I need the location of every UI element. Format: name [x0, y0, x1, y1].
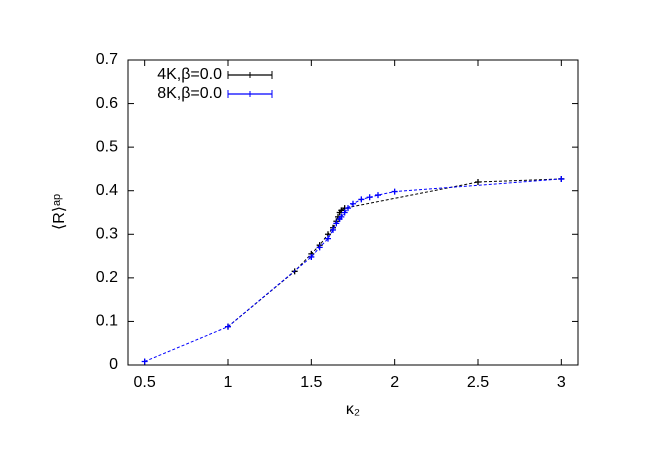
data-point — [338, 207, 345, 214]
y-axis-label: ⟨R⟩ᵃᵖ — [51, 194, 68, 230]
legend-label: 8K,β=0.0 — [157, 85, 222, 102]
data-point — [358, 196, 365, 203]
y-tick-label: 0.6 — [96, 95, 118, 112]
y-tick-label: 0.1 — [96, 313, 118, 330]
data-point — [333, 220, 340, 227]
x-tick-label: 2.5 — [467, 374, 489, 391]
y-tick-label: 0.2 — [96, 269, 118, 286]
data-point — [141, 358, 148, 365]
data-point — [391, 188, 398, 195]
x-tick-label: 1 — [224, 374, 233, 391]
plot-frame — [127, 59, 579, 366]
x-tick-label: 1.5 — [300, 374, 322, 391]
legend-label: 4K,β=0.0 — [157, 66, 222, 83]
data-point — [366, 194, 373, 201]
x-axis-label: κ₂ — [346, 401, 360, 418]
x-tick-label: 0.5 — [134, 374, 156, 391]
y-tick-label: 0.5 — [96, 138, 118, 155]
series-line — [144, 178, 562, 362]
data-point — [325, 235, 331, 242]
y-tick-label: 0.3 — [96, 226, 118, 243]
data-point — [338, 213, 345, 220]
data-point — [330, 226, 336, 233]
data-point — [225, 323, 231, 330]
data-point — [316, 244, 323, 251]
legend-swatch — [247, 72, 253, 78]
data-point — [558, 175, 565, 182]
series-line — [227, 178, 562, 328]
data-point — [308, 253, 315, 260]
y-tick-label: 0 — [109, 356, 118, 373]
data-point — [341, 209, 348, 216]
data-point — [375, 192, 381, 199]
data-point — [350, 200, 356, 207]
legend-swatch — [247, 91, 253, 97]
data-point — [345, 205, 351, 212]
y-tick-label: 0.4 — [96, 182, 118, 199]
data-point — [475, 179, 481, 185]
y-tick-label: 0.7 — [96, 51, 118, 68]
x-tick-label: 3 — [557, 374, 566, 391]
x-tick-label: 2 — [390, 374, 399, 391]
